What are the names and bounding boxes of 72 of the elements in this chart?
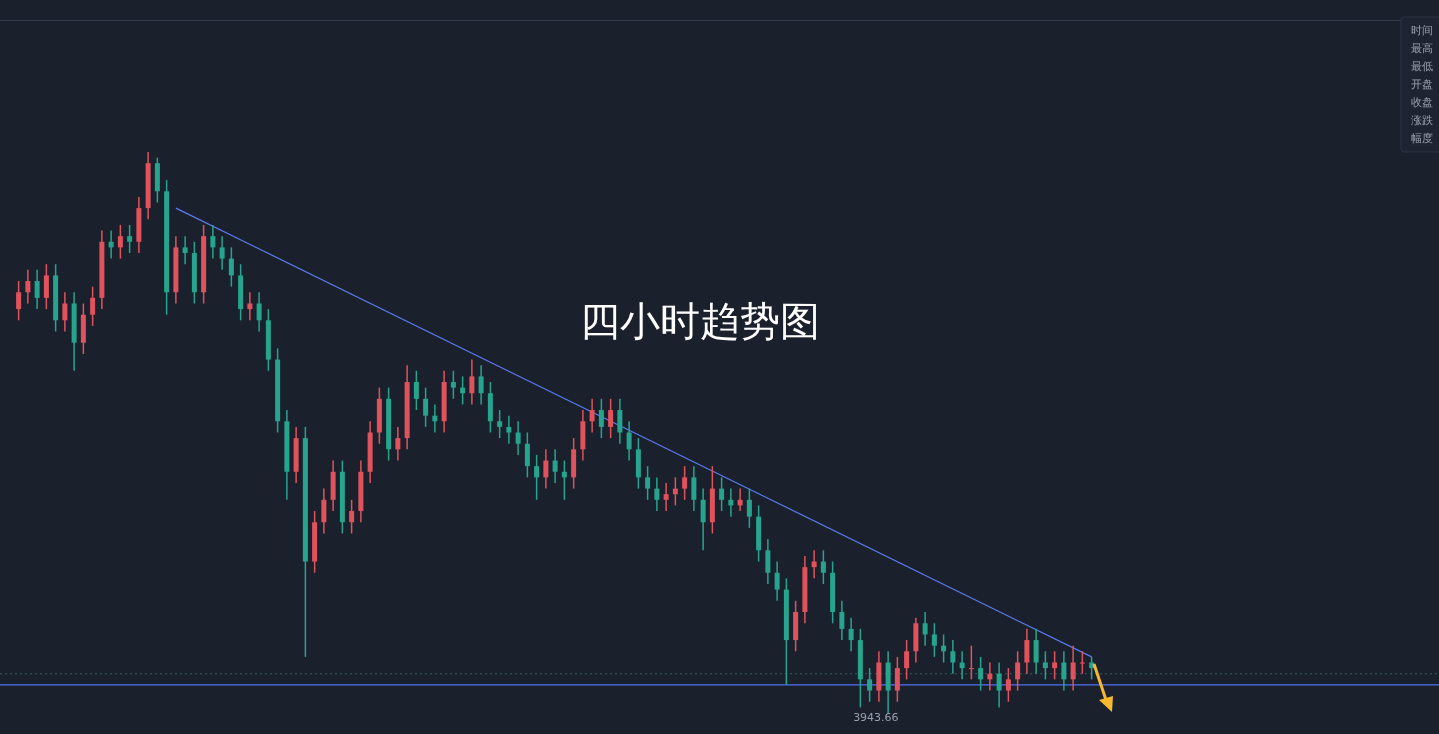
candlestick xyxy=(1070,644,1076,692)
candlestick xyxy=(820,549,826,585)
candlestick xyxy=(654,476,660,512)
candlestick xyxy=(506,414,512,445)
candlestick xyxy=(700,487,706,552)
candlestick xyxy=(423,386,429,428)
candlestick xyxy=(663,482,669,512)
candlestick xyxy=(16,280,22,322)
text: 涨跌 xyxy=(1411,114,1433,127)
candlestick xyxy=(1024,628,1030,675)
candlestick xyxy=(210,224,216,260)
candlestick xyxy=(848,616,854,653)
annotation: 3943.66 xyxy=(853,711,899,724)
candlestick xyxy=(219,235,225,271)
candlestick xyxy=(608,398,614,439)
candlestick xyxy=(497,409,503,439)
candlestick xyxy=(543,448,549,490)
candlestick xyxy=(996,661,1002,709)
text: 收盘 xyxy=(1411,96,1433,109)
candlestick xyxy=(1015,650,1021,692)
candlestick xyxy=(247,291,253,322)
text: 最高 xyxy=(1411,42,1433,55)
candlestick xyxy=(645,465,651,501)
text: 最低 xyxy=(1411,60,1433,73)
candlestick xyxy=(626,420,632,462)
candlestick xyxy=(1061,650,1067,692)
text: 时间 xyxy=(1411,24,1433,37)
candlestick xyxy=(904,639,910,681)
candlestick xyxy=(598,398,604,439)
text: 四小时趋势图 xyxy=(580,298,820,344)
candlestick xyxy=(1033,628,1039,675)
candlestick xyxy=(515,420,521,456)
text: 开盘 xyxy=(1411,78,1433,91)
candlestick xyxy=(894,656,900,703)
candlestick xyxy=(691,465,697,512)
candlestick xyxy=(450,370,456,400)
candlestick xyxy=(682,465,688,501)
candlestick xyxy=(931,622,937,658)
candlestick xyxy=(589,398,595,434)
candlestick xyxy=(395,426,401,462)
candlestick xyxy=(968,644,974,681)
candlestick xyxy=(617,398,623,445)
candlestick xyxy=(256,291,262,333)
candlestick xyxy=(746,487,752,529)
candlestick xyxy=(922,611,928,647)
candlestick xyxy=(867,667,873,703)
candlestick xyxy=(1005,667,1011,703)
candlestick xyxy=(117,224,123,260)
candlestick xyxy=(25,269,31,305)
candlestick xyxy=(839,600,845,641)
candlestick xyxy=(719,476,725,512)
candlestick xyxy=(524,431,530,479)
candlestick xyxy=(774,560,780,602)
candlestick xyxy=(43,263,49,310)
candlestick xyxy=(950,639,956,675)
candlestick xyxy=(34,269,40,310)
candlestick xyxy=(1079,650,1085,675)
candlestick xyxy=(349,499,355,535)
candlestick xyxy=(321,487,327,535)
candlestick xyxy=(469,358,475,406)
candlestick xyxy=(765,538,771,585)
candlestick xyxy=(228,246,234,288)
candlestick xyxy=(182,235,188,265)
candlestick xyxy=(978,656,984,692)
candlestick xyxy=(90,285,96,327)
candlestick xyxy=(478,364,484,406)
candlestick xyxy=(534,454,540,501)
candlestick xyxy=(62,291,68,333)
candlestick xyxy=(413,370,419,411)
candlestick xyxy=(552,448,558,484)
candlestick xyxy=(127,224,133,254)
text: 幅度 xyxy=(1411,132,1433,145)
